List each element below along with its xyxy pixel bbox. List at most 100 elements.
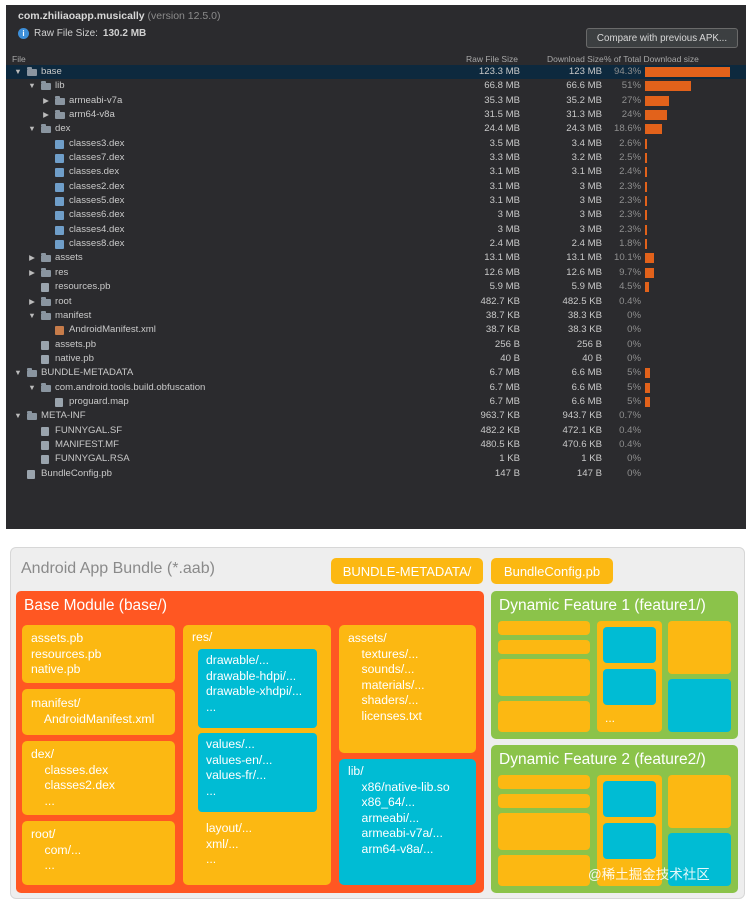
tree-row[interactable]: classes7.dex 3.3 MB 3.2 MB 2.5% [6,151,746,165]
tree-row-download-size: 3 MB [579,195,602,207]
tree-row-name: classes2.dex [69,180,125,192]
collapse-arrow-icon[interactable]: ▶ [43,110,49,120]
tree-row[interactable]: ▼ dex 24.4 MB 24.3 MB 18.6% [6,122,746,136]
tree-row[interactable]: ▼ base 123.3 MB 123 MB 94.3% [6,65,746,80]
tree-row-name: classes6.dex [69,209,125,221]
tree-row-download-size: 66.6 MB [566,80,602,92]
info-icon: i [18,28,29,39]
collapse-arrow-icon[interactable]: ▶ [29,296,35,306]
tree-row-percent: 5% [627,395,641,407]
tree-row-download-size: 12.6 MB [566,266,602,278]
base-module-title: Base Module (base/) [24,597,168,614]
tree-row[interactable]: classes6.dex 3 MB 3 MB 2.3% [6,208,746,222]
tree-row-name: manifest [55,309,92,321]
feature1-block [498,659,590,696]
expand-arrow-icon[interactable]: ▼ [14,368,22,378]
tree-row[interactable]: classes5.dex 3.1 MB 3 MB 2.3% [6,194,746,208]
feature1-block: ... [597,621,662,732]
feature1-block [668,621,731,674]
tree-row-raw-size: 6.7 MB [489,395,520,407]
compare-apk-button[interactable]: Compare with previous APK... [586,28,738,48]
feature1-block [498,621,590,635]
tree-row[interactable]: proguard.map 6.7 MB 6.6 MB 5% [6,395,746,409]
tree-row-percent: 94.3% [614,66,642,77]
tree-row[interactable]: ▶ armeabi-v7a 35.3 MB 35.2 MB 27% [6,94,746,108]
tree-row-download-size: 3 MB [579,209,602,221]
tree-row-raw-size: 3.1 MB [489,180,520,192]
tree-row[interactable]: classes3.dex 3.5 MB 3.4 MB 2.6% [6,137,746,151]
download-size-bar [645,124,662,135]
tree-row[interactable]: ▼ lib 66.8 MB 66.6 MB 51% [6,79,746,93]
expand-arrow-icon[interactable]: ▼ [28,81,36,91]
tree-row[interactable]: ▶ root 482.7 KB 482.5 KB 0.4% [6,295,746,309]
tree-row-raw-size: 5.9 MB [489,281,520,293]
root-label: root/ com/... ... [31,827,82,872]
tree-row[interactable]: FUNNYGAL.SF 482.2 KB 472.1 KB 0.4% [6,424,746,438]
tree-row[interactable]: FUNNYGAL.RSA 1 KB 1 KB 0% [6,452,746,466]
expand-arrow-icon[interactable]: ▼ [14,67,22,76]
dex-icon [55,240,64,250]
collapse-arrow-icon[interactable]: ▶ [29,267,35,277]
download-size-bar [645,382,650,393]
tree-row[interactable]: ▶ res 12.6 MB 12.6 MB 9.7% [6,266,746,280]
tree-row-download-size: 40 B [582,352,602,364]
tree-row[interactable]: MANIFEST.MF 480.5 KB 470.6 KB 0.4% [6,438,746,452]
tree-row-raw-size: 2.4 MB [489,238,520,250]
assets-box: assets/ textures/... sounds/... material… [339,625,476,753]
tree-row[interactable]: classes2.dex 3.1 MB 3 MB 2.3% [6,180,746,194]
tree-row-download-size: 6.6 MB [571,395,602,407]
expand-arrow-icon[interactable]: ▼ [28,382,36,392]
tree-row[interactable]: classes.dex 3.1 MB 3.1 MB 2.4% [6,165,746,179]
file-icon [41,354,49,364]
expand-arrow-icon[interactable]: ▼ [28,310,36,320]
tree-row[interactable]: classes4.dex 3 MB 3 MB 2.3% [6,223,746,237]
version-label: (version 12.5.0) [147,10,221,22]
column-file[interactable]: File [12,54,26,64]
tree-row[interactable]: ▼ manifest 38.7 KB 38.3 KB 0% [6,309,746,323]
tree-row-name: META-INF [41,410,86,422]
tree-row[interactable]: classes8.dex 2.4 MB 2.4 MB 1.8% [6,237,746,251]
collapse-arrow-icon[interactable]: ▶ [43,95,49,105]
tree-row[interactable]: ▼ com.android.tools.build.obfuscation 6.7 … [6,381,746,395]
file-icon [41,455,49,465]
download-size-bar [645,210,648,221]
lib-box: lib/ x86/native-lib.so x86_64/... armeab… [339,759,476,885]
tree-row-download-size: 3.2 MB [571,152,602,164]
tree-row[interactable]: ▼ BUNDLE-METADATA 6.7 MB 6.6 MB 5% [6,366,746,380]
tree-row-name: classes5.dex [69,195,125,207]
feature1-block [498,640,590,654]
tree-row[interactable]: ▶ arm64-v8a 31.5 MB 31.3 MB 24% [6,108,746,122]
tree-row-percent: 2.6% [619,137,641,149]
feature2-inner-block [603,823,656,859]
column-percent[interactable]: % of Total Download size [604,54,699,64]
tree-row-raw-size: 38.7 KB [485,324,520,336]
column-raw-size[interactable]: Raw File Size [466,54,518,64]
collapse-arrow-icon[interactable]: ▶ [29,253,35,263]
file-tree[interactable]: ▼ base 123.3 MB 123 MB 94.3% ▼ lib 66.8 MB 66.6 … [6,65,746,481]
tree-row[interactable]: AndroidManifest.xml 38.7 KB 38.3 KB 0% [6,323,746,337]
tree-row-percent: 2.3% [619,195,641,207]
folder-icon [41,382,51,392]
folder-icon [27,67,37,76]
res-label: res/ [192,630,213,644]
feature2-block: ... [597,775,662,886]
expand-arrow-icon[interactable]: ▼ [14,411,22,421]
tree-row[interactable]: ▶ assets 13.1 MB 13.1 MB 10.1% [6,251,746,265]
column-download-size[interactable]: Download Size [547,54,604,64]
tree-row-raw-size: 66.8 MB [484,80,520,92]
tree-row-percent: 0.4% [619,295,641,307]
download-size-bar [645,181,648,192]
expand-arrow-icon[interactable]: ▼ [28,124,36,134]
tree-row-download-size: 6.6 MB [571,367,602,379]
feature1-inner-block [603,669,656,705]
tree-row-name: classes.dex [69,166,120,178]
tree-row[interactable]: ▼ META-INF 963.7 KB 943.7 KB 0.7% [6,409,746,423]
raw-size-value: 130.2 MB [102,28,147,39]
tree-row[interactable]: resources.pb 5.9 MB 5.9 MB 4.5% [6,280,746,294]
tree-row[interactable]: assets.pb 256 B 256 B 0% [6,338,746,352]
tree-row-download-size: 470.6 KB [562,438,602,450]
tree-row-raw-size: 3.3 MB [489,152,520,164]
tree-row[interactable]: native.pb 40 B 40 B 0% [6,352,746,366]
tree-row[interactable]: BundleConfig.pb 147 B 147 B 0% [6,467,746,481]
feature1-block [668,679,731,732]
